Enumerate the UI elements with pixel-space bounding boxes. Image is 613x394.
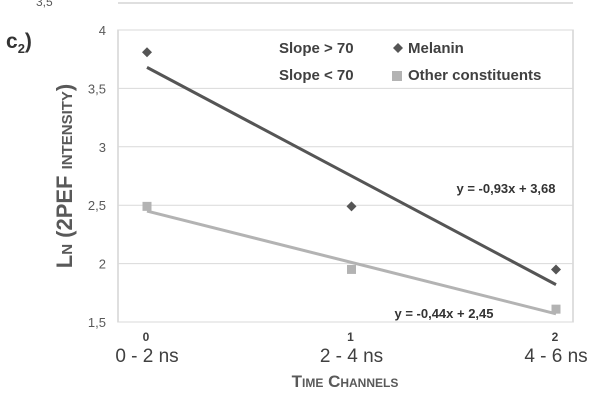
- x-tick-range: 0 - 2 ns: [115, 346, 178, 367]
- data-point-melanin: [346, 201, 357, 212]
- y-axis-title: Ln (2PEF intensity): [52, 84, 77, 269]
- prev-panel-tick-label: 3,5: [36, 0, 53, 9]
- panel-label: c2): [6, 30, 32, 56]
- legend-marker-melanin: [393, 43, 403, 53]
- data-point-other: [551, 304, 561, 314]
- legend-slope-label: Slope < 70: [279, 67, 354, 84]
- panel-subscript: 2: [17, 41, 25, 57]
- legend-series-name: Melanin: [408, 40, 464, 57]
- y-tick-label: 1,5: [88, 315, 106, 330]
- y-tick-label: 2: [99, 257, 106, 272]
- data-point-melanin: [142, 47, 152, 58]
- data-point-melanin: [551, 264, 561, 275]
- data-point-other: [142, 201, 152, 211]
- panel-paren: ): [24, 30, 32, 53]
- trendline-equation: y = -0,93x + 3,68: [456, 181, 555, 196]
- y-tick-label: 3,5: [88, 81, 106, 96]
- legend-series-name: Other constituents: [408, 67, 541, 84]
- trendline-melanin: [146, 66, 557, 286]
- trendline-equation: y = -0,44x + 2,45: [394, 306, 493, 321]
- legend-marker-other: [392, 71, 402, 81]
- x-axis-title: Time Channels: [292, 372, 399, 391]
- panel-letter: c: [6, 30, 18, 53]
- trendline-other: [146, 209, 557, 316]
- y-tick-label: 4: [99, 23, 106, 38]
- x-tick-number: 1: [347, 330, 354, 344]
- x-tick-number: 0: [143, 330, 150, 344]
- x-tick-range: 4 - 6 ns: [524, 346, 587, 367]
- y-tick-label: 3: [99, 140, 106, 155]
- x-tick-range: 2 - 4 ns: [320, 346, 383, 367]
- data-point-other: [347, 264, 356, 274]
- x-tick-number: 2: [552, 330, 559, 344]
- legend-slope-label: Slope > 70: [279, 40, 354, 57]
- y-tick-label: 2,5: [88, 198, 106, 213]
